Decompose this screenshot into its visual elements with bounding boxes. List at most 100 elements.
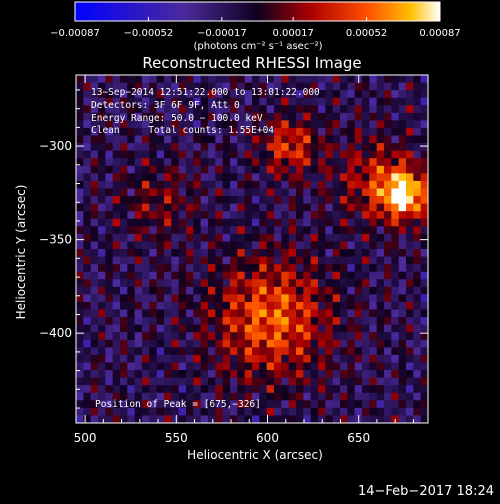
heatmap-cell xyxy=(391,226,400,235)
plot-frame xyxy=(75,74,429,424)
heatmap-cell xyxy=(369,196,378,205)
heatmap-cell xyxy=(127,233,136,243)
heatmap-cell xyxy=(347,347,356,356)
heatmap-cell xyxy=(200,256,209,265)
heatmap-cell xyxy=(200,301,209,311)
heatmap-cell xyxy=(281,97,290,106)
heatmap-cell xyxy=(200,324,209,333)
heatmap-cell xyxy=(105,370,114,379)
heatmap-cell xyxy=(384,264,392,273)
heatmap-cell xyxy=(325,233,334,243)
heatmap-cell xyxy=(391,82,400,91)
heatmap-cell xyxy=(362,264,370,273)
heatmap-cell xyxy=(186,249,194,258)
heatmap-cell xyxy=(127,97,136,106)
heatmap-cell xyxy=(178,112,187,121)
heatmap-cell xyxy=(244,82,253,91)
heatmap-cell xyxy=(90,400,99,409)
heatmap-cell xyxy=(420,362,428,371)
heatmap-cell xyxy=(156,264,165,273)
heatmap-cell xyxy=(398,180,407,190)
heatmap-cell xyxy=(266,377,275,386)
heatmap-cell xyxy=(120,392,128,401)
heatmap-cell xyxy=(112,324,121,333)
heatmap-cell xyxy=(406,127,414,137)
heatmap-cell xyxy=(384,82,392,91)
heatmap-cell xyxy=(230,97,238,106)
heatmap-cell xyxy=(296,354,304,364)
heatmap-cell xyxy=(274,165,282,174)
heatmap-cell xyxy=(303,97,312,106)
heatmap-cell xyxy=(376,294,385,303)
heatmap-cell xyxy=(105,97,114,106)
heatmap-cell xyxy=(156,173,165,182)
heatmap-cell xyxy=(76,324,84,333)
heatmap-cell xyxy=(354,143,363,152)
heatmap-cell xyxy=(362,196,370,205)
heatmap-cell xyxy=(105,354,114,364)
heatmap-cell xyxy=(244,150,253,159)
heatmap-cell xyxy=(215,97,224,106)
heatmap-cell xyxy=(340,143,348,152)
heatmap-cell xyxy=(98,324,106,333)
heatmap-cell xyxy=(252,211,260,220)
heatmap-cell xyxy=(142,188,150,197)
heatmap-cell xyxy=(120,82,128,91)
colorbar-tick-label: −0.00052 xyxy=(124,28,174,39)
heatmap-cell xyxy=(384,112,392,121)
heatmap-cell xyxy=(237,407,246,417)
heatmap-cell xyxy=(362,143,370,152)
heatmap-cell xyxy=(347,82,356,91)
heatmap-cell xyxy=(98,286,106,295)
heatmap-cell xyxy=(398,112,407,121)
heatmap-cell xyxy=(178,173,187,182)
heatmap-cell xyxy=(259,279,268,288)
heatmap-cell xyxy=(244,173,253,182)
heatmap-cell xyxy=(384,339,392,348)
heatmap-cell xyxy=(134,354,143,364)
heatmap-cell xyxy=(384,400,392,409)
heatmap-cell xyxy=(200,211,209,220)
colorbar-tick-label: 0.00087 xyxy=(419,28,460,39)
heatmap-cell xyxy=(325,256,334,265)
heatmap-cell xyxy=(369,385,378,394)
heatmap-cell xyxy=(193,332,202,341)
heatmap-cell xyxy=(288,203,297,212)
heatmap-cell xyxy=(222,158,231,167)
heatmap-cell xyxy=(354,112,363,121)
heatmap-cell xyxy=(237,165,246,174)
heatmap-cell xyxy=(391,332,400,341)
heatmap-cell xyxy=(259,127,268,137)
heatmap-cell xyxy=(193,226,202,235)
heatmap-cell xyxy=(340,120,348,129)
heatmap-cell xyxy=(156,400,165,409)
heatmap-cell xyxy=(406,286,414,295)
heatmap-cell xyxy=(384,407,392,417)
heatmap-cell xyxy=(288,97,297,106)
heatmap-cell xyxy=(391,256,400,265)
heatmap-cell xyxy=(259,203,268,212)
heatmap-cell xyxy=(296,180,304,190)
heatmap-cell xyxy=(398,90,407,99)
heatmap-cell xyxy=(112,415,121,423)
heatmap-cell xyxy=(149,249,158,258)
heatmap-cell xyxy=(164,385,172,394)
heatmap-cell xyxy=(340,362,348,371)
heatmap-cell xyxy=(362,188,370,197)
heatmap-cell xyxy=(391,127,400,137)
heatmap-cell xyxy=(193,120,202,129)
heatmap-cell xyxy=(274,135,282,144)
heatmap-cell xyxy=(208,120,216,129)
heatmap-cell xyxy=(222,309,231,318)
heatmap-cell xyxy=(90,317,99,326)
heatmap-cell xyxy=(193,407,202,417)
heatmap-cell xyxy=(105,385,114,394)
heatmap-cell xyxy=(134,241,143,250)
heatmap-cell xyxy=(171,377,180,386)
heatmap-cell xyxy=(208,370,216,379)
heatmap-cell xyxy=(376,196,385,205)
heatmap-cell xyxy=(149,158,158,167)
heatmap-cell xyxy=(105,317,114,326)
heatmap-cell xyxy=(215,105,224,114)
heatmap-cell xyxy=(208,332,216,341)
